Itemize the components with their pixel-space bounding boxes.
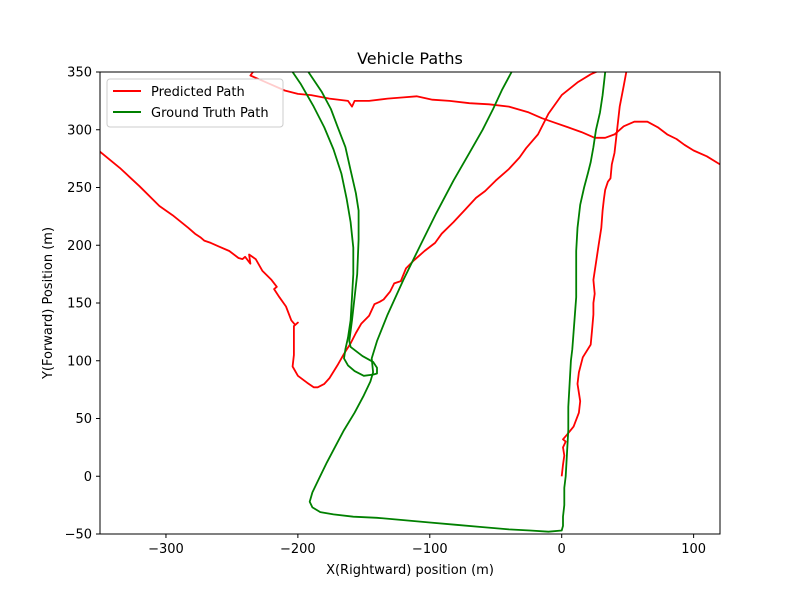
y-tick-label: 150 <box>67 297 92 312</box>
y-tick-label: 200 <box>67 239 92 254</box>
x-tick-label: −200 <box>280 542 316 557</box>
chart-title: Vehicle Paths <box>357 49 463 68</box>
series-line-predicted-path-0 <box>100 72 599 389</box>
y-tick-label: 250 <box>67 181 92 196</box>
x-axis-label: X(Rightward) position (m) <box>326 563 494 578</box>
legend-box <box>106 78 284 128</box>
x-tick-label: −300 <box>148 542 184 557</box>
y-tick-label: 300 <box>67 123 92 138</box>
x-axis-ticks: −300 −200 −100 0 100 <box>148 534 706 557</box>
legend: Predicted Path Ground Truth Path <box>106 78 284 128</box>
legend-label-predicted-path: Predicted Path <box>151 85 245 100</box>
y-tick-label: 50 <box>75 412 92 427</box>
series-line-ground-truth-path-1 <box>308 72 607 533</box>
x-tick-label: −100 <box>412 542 448 557</box>
y-axis-label: Y(Forward) Position (m) <box>41 227 56 380</box>
series-layer <box>100 72 720 533</box>
legend-label-ground-truth-path: Ground Truth Path <box>151 106 269 121</box>
series-line-predicted-path-1 <box>249 72 720 166</box>
series-line-predicted-path-2 <box>560 72 628 477</box>
y-tick-label: −50 <box>65 528 92 543</box>
plot-area <box>100 72 720 534</box>
x-tick-label: 100 <box>681 542 706 557</box>
y-tick-label: 350 <box>67 66 92 81</box>
x-tick-label: 0 <box>558 542 566 557</box>
y-axis-ticks: −50 0 50 100 150 200 250 300 350 <box>65 66 100 543</box>
y-tick-label: 0 <box>84 470 92 485</box>
y-tick-label: 100 <box>67 354 92 369</box>
